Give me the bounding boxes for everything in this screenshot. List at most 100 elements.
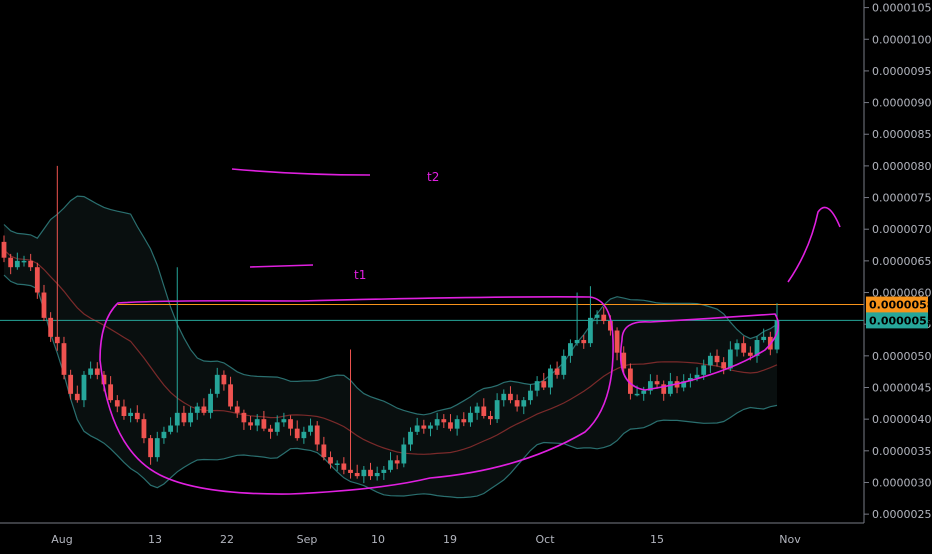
candle-body <box>634 393 640 396</box>
candle-body <box>68 374 74 394</box>
candle-body <box>581 340 587 344</box>
candle-body <box>508 393 513 401</box>
x-tick-label: 10 <box>371 533 385 546</box>
candle-body <box>134 412 140 420</box>
band-upper-line <box>3 195 778 416</box>
candle-body <box>727 349 733 369</box>
candle-body <box>548 368 553 388</box>
candle-body <box>488 415 493 420</box>
candle-body <box>281 419 287 423</box>
candle-body <box>308 425 313 432</box>
candle-body <box>241 412 247 423</box>
candle-body <box>654 381 660 385</box>
candle-body <box>41 292 47 318</box>
price-line-label: 0.00000556 <box>869 314 932 327</box>
x-tick-label: 13 <box>148 533 162 546</box>
candle-body <box>28 260 34 268</box>
band-fill <box>4 196 777 498</box>
x-tick-label: 15 <box>650 533 664 546</box>
x-tick-label: Sep <box>297 533 318 546</box>
candle-body <box>528 390 533 401</box>
candle-body <box>468 412 473 423</box>
candle-body <box>501 393 507 401</box>
candle-body <box>21 260 27 263</box>
y-tick-label: 0.00000500 <box>872 350 932 363</box>
y-tick-label: 0.00000900 <box>872 97 932 110</box>
candle-body <box>734 343 740 350</box>
y-tick-label: 0.00000750 <box>872 192 932 205</box>
candle-body <box>201 406 207 413</box>
candle-body <box>667 381 673 394</box>
candle-body <box>494 400 500 420</box>
candle-body <box>254 419 260 426</box>
candle-body <box>754 340 760 356</box>
candle-body <box>361 469 367 477</box>
candle-body <box>268 428 273 432</box>
candle-body <box>681 381 687 388</box>
y-tick-label: 0.00001000 <box>872 33 932 46</box>
candle-body <box>334 463 340 465</box>
candle-body <box>627 368 633 394</box>
drawn-cup-outline <box>99 296 614 495</box>
candle-body <box>714 355 720 363</box>
y-tick-label: 0.00000450 <box>872 382 932 395</box>
candle-body <box>381 469 387 473</box>
candle-body <box>747 352 753 356</box>
candle-body <box>614 330 620 353</box>
price-line-label-bg <box>866 296 928 313</box>
candle-body <box>181 412 187 423</box>
candle-body <box>574 340 580 344</box>
candle-body <box>701 365 707 375</box>
candle-body <box>721 362 727 369</box>
annotations: t2 t1 <box>354 170 439 282</box>
drawn-projection-arrow <box>787 206 841 283</box>
y-tick-label: 0.00000250 <box>872 508 932 521</box>
candle-body <box>401 444 407 464</box>
candle-body <box>421 425 427 429</box>
candle-body <box>541 381 547 388</box>
x-tick-label: 19 <box>443 533 457 546</box>
candle-body <box>141 419 147 439</box>
candle-body <box>188 412 193 423</box>
price-line-label: 0.00000581 <box>869 299 932 312</box>
grid <box>0 304 864 321</box>
drawn-line-t2 <box>231 168 371 176</box>
candle-body <box>88 368 94 375</box>
drawings <box>99 168 841 495</box>
candle-body <box>621 352 627 369</box>
candle-body <box>707 355 713 366</box>
candle-body <box>314 425 320 445</box>
y-tick-label: 0.00000650 <box>872 255 932 268</box>
candle-body <box>121 406 127 416</box>
price-line-label-bg <box>866 312 928 329</box>
candle-body <box>14 260 20 268</box>
candle-body <box>74 393 80 401</box>
candle-body <box>348 469 353 473</box>
candle-body <box>568 343 573 356</box>
candle-body <box>34 267 40 293</box>
x-tick-label: Nov <box>779 533 801 546</box>
candle-body <box>761 336 767 341</box>
candle-body <box>161 431 167 439</box>
bollinger-bands <box>3 195 778 499</box>
band-lower-line <box>3 274 778 499</box>
y-tick-label: 0.00000350 <box>872 445 932 458</box>
annotation-label: t1 <box>354 268 366 282</box>
candle-body <box>534 381 540 391</box>
candle-body <box>48 317 54 337</box>
candle-body <box>81 374 87 401</box>
candle-body <box>168 425 173 432</box>
candle-body <box>234 406 240 413</box>
candle-body <box>54 336 60 344</box>
candle-body <box>741 343 747 353</box>
candle-body <box>368 469 373 477</box>
candle-body <box>394 460 400 464</box>
candle-body <box>448 422 453 429</box>
candle-body <box>661 384 667 394</box>
candle-body <box>1 241 7 258</box>
candle-body <box>641 390 647 394</box>
candle-body <box>108 384 114 401</box>
drawn-handle-outline <box>619 313 780 391</box>
